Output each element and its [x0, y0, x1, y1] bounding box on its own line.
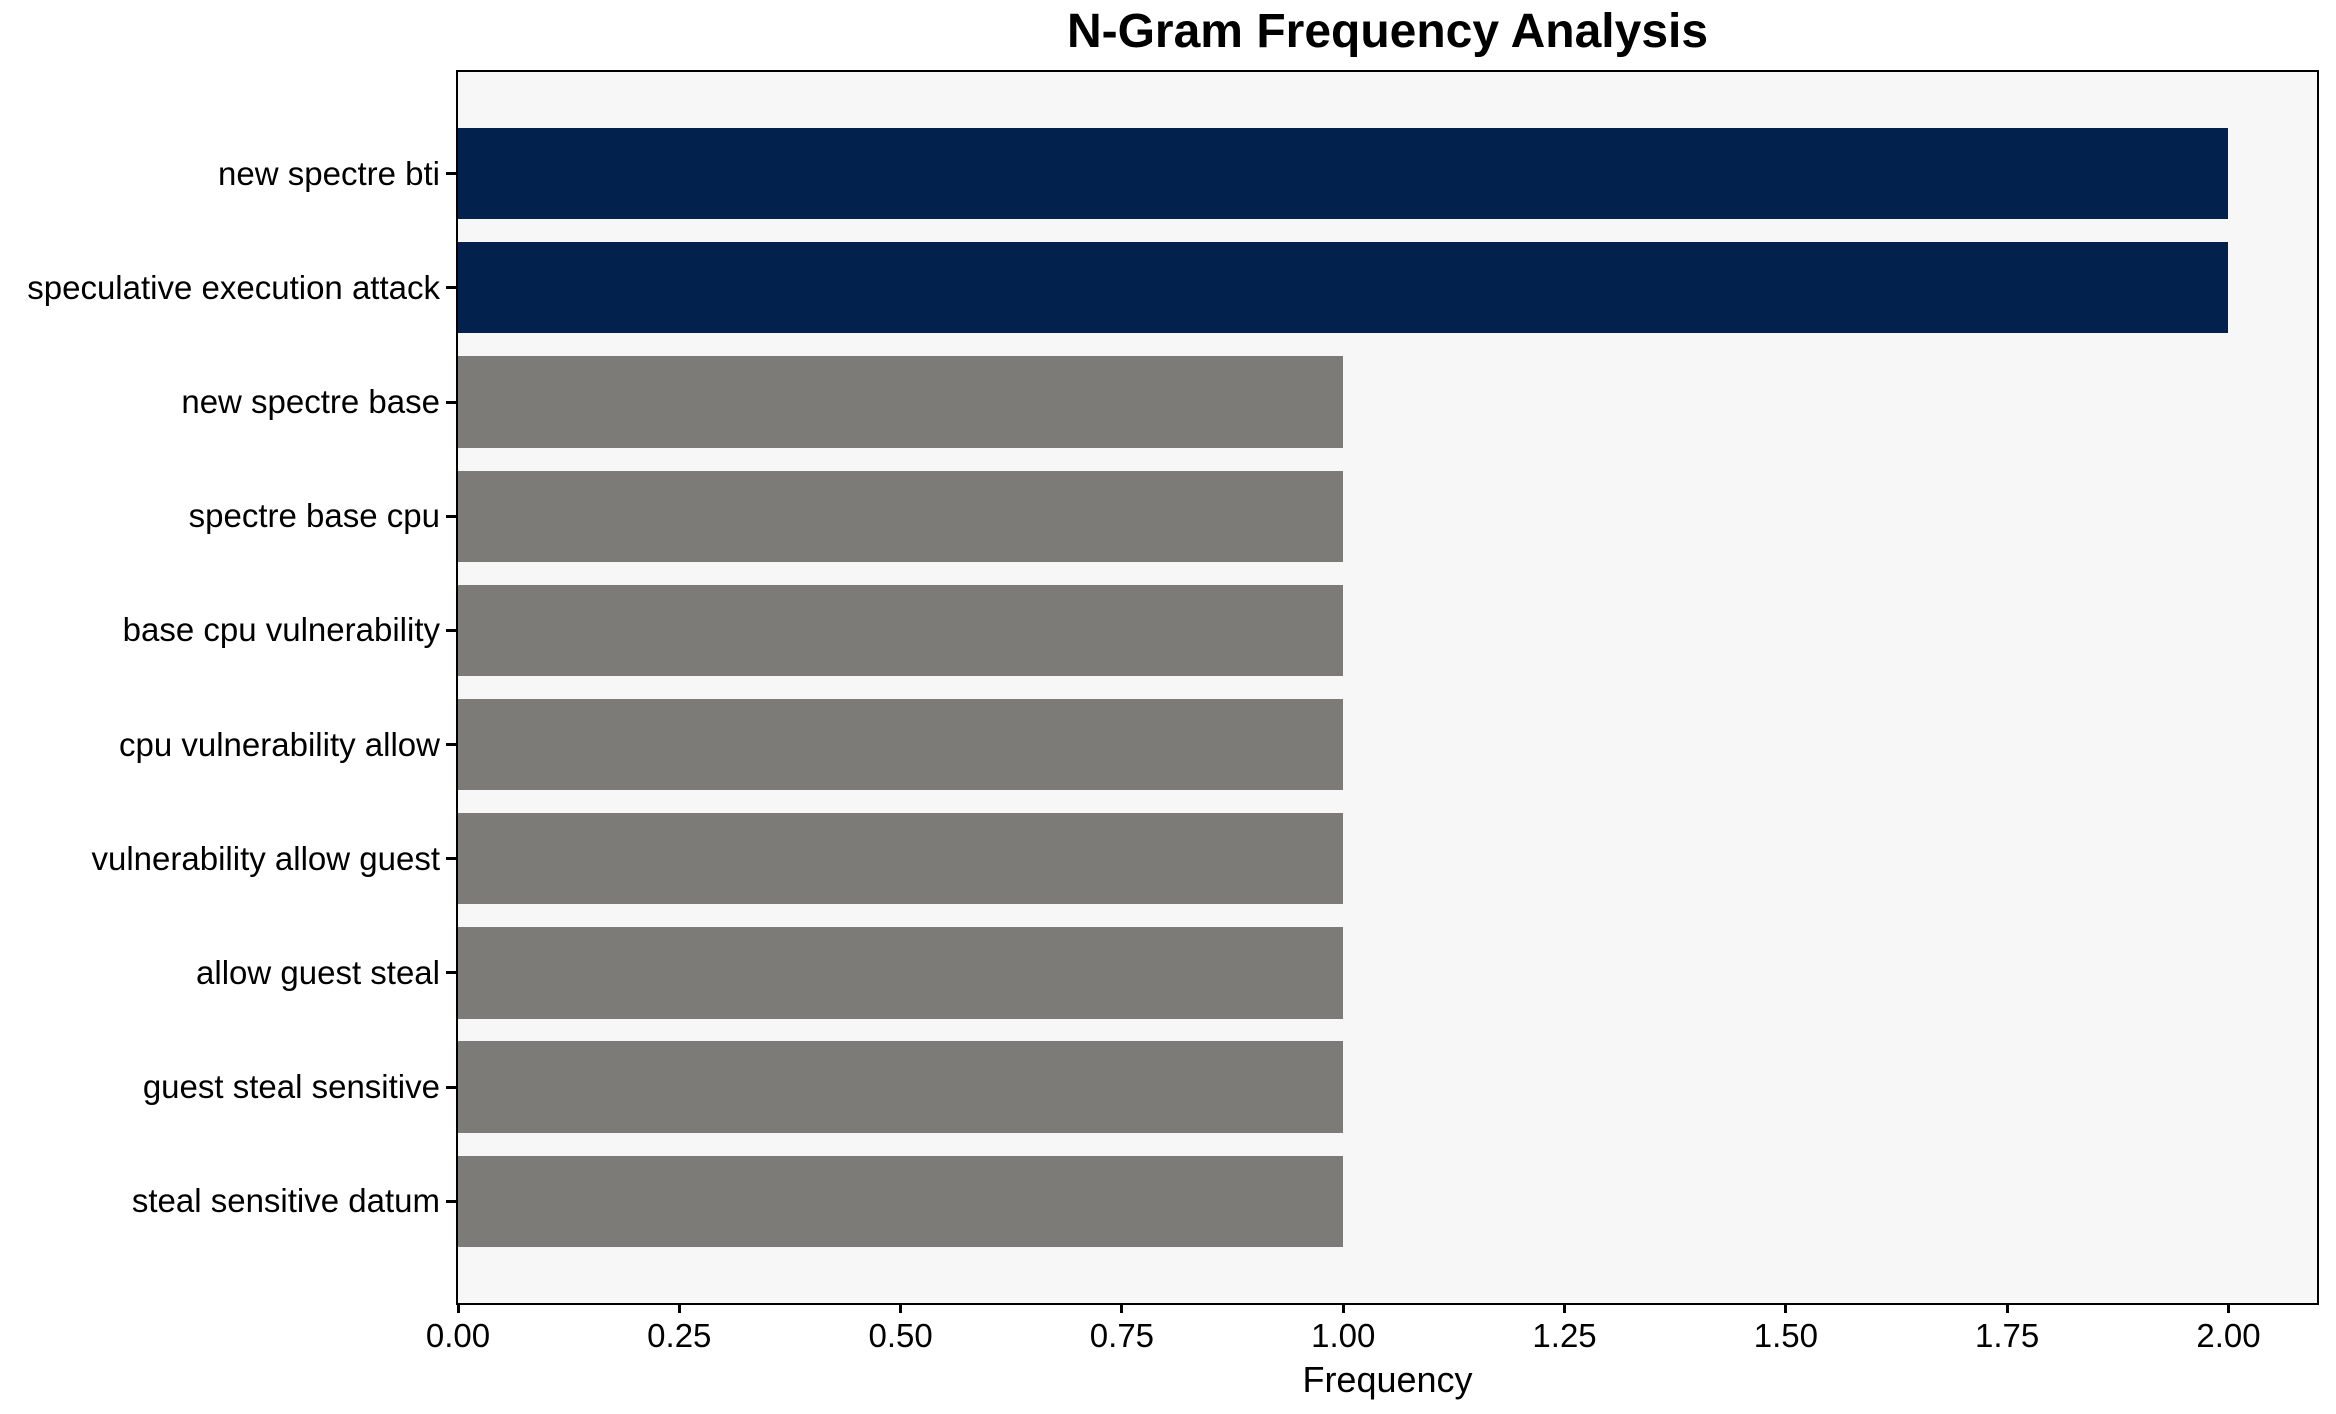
bar [458, 1155, 1344, 1248]
y-tick-mark [446, 857, 456, 861]
x-tick-label: 0.00 [425, 1317, 491, 1354]
y-tick-label: guest steal sensitive [142, 1068, 440, 1106]
x-tick-label: 1.00 [1311, 1317, 1376, 1354]
x-tick-label: 1.75 [1975, 1317, 2040, 1354]
bar [458, 698, 1344, 791]
y-tick-mark [446, 628, 456, 632]
x-tick-mark [2005, 1303, 2009, 1313]
y-tick-mark [446, 743, 456, 747]
y-tick-mark [446, 1085, 456, 1089]
bar [458, 1041, 1344, 1133]
x-tick-mark [2226, 1303, 2230, 1313]
bar [458, 356, 1344, 448]
y-tick-label: new spectre bti [218, 154, 440, 192]
x-tick-label: 1.50 [1753, 1317, 1818, 1354]
y-tick-label: vulnerability allow guest [91, 839, 440, 877]
y-tick-mark [446, 400, 456, 404]
x-tick-mark [456, 1303, 460, 1313]
bar [458, 470, 1344, 562]
y-tick-label: speculative execution attack [27, 268, 440, 306]
plot-area [456, 70, 2319, 1305]
x-axis-label: Frequency [1302, 1359, 1473, 1400]
y-tick-label: cpu vulnerability allow [119, 725, 440, 763]
y-tick-label: allow guest steal [196, 953, 440, 991]
x-tick-mark [899, 1303, 903, 1313]
x-tick-label: 0.75 [1089, 1317, 1155, 1354]
bar [458, 584, 1344, 677]
x-tick-mark [677, 1303, 681, 1313]
x-tick-mark [1341, 1303, 1345, 1313]
y-tick-mark [446, 514, 456, 518]
x-tick-mark [1784, 1303, 1788, 1313]
x-tick-mark [1563, 1303, 1567, 1313]
x-tick-label: 0.50 [868, 1317, 933, 1354]
x-tick-label: 2.00 [2196, 1317, 2261, 1354]
bar [458, 242, 2229, 334]
bar [458, 127, 2229, 220]
x-tick-mark [1120, 1303, 1124, 1313]
bar [458, 927, 1344, 1019]
y-tick-mark [446, 1199, 456, 1203]
bar [458, 813, 1344, 905]
y-tick-label: steal sensitive datum [131, 1182, 440, 1220]
x-tick-label: 0.25 [647, 1317, 712, 1354]
y-tick-label: new spectre base [181, 383, 440, 421]
y-tick-label: base cpu vulnerability [122, 611, 440, 649]
x-tick-label: 1.25 [1532, 1317, 1597, 1354]
y-tick-mark [446, 971, 456, 975]
y-tick-mark [446, 286, 456, 290]
y-tick-label: spectre base cpu [188, 497, 440, 535]
chart-title: N-Gram Frequency Analysis [1066, 5, 1709, 58]
y-tick-mark [446, 172, 456, 176]
